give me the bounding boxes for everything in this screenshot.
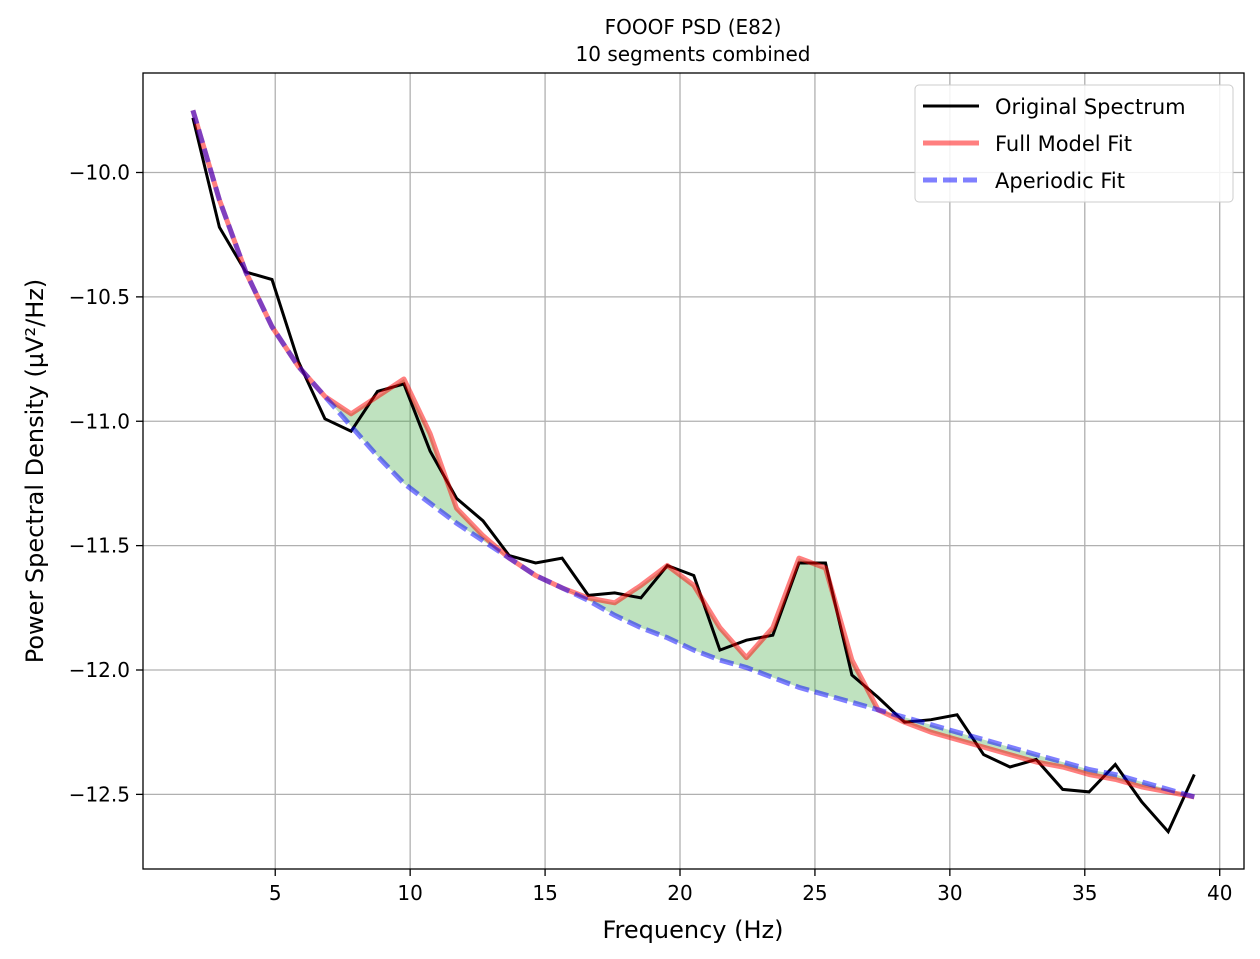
x-tick-label: 25 xyxy=(802,881,827,905)
legend-label-aperiodic: Aperiodic Fit xyxy=(995,169,1125,193)
x-tick-label: 35 xyxy=(1072,881,1097,905)
legend-label-full-model: Full Model Fit xyxy=(995,132,1132,156)
y-tick-label: −12.5 xyxy=(69,782,130,806)
full-model-fit-line xyxy=(190,109,1195,800)
y-axis-label: Power Spectral Density (µV²/Hz) xyxy=(21,279,49,664)
chart-subtitle: 10 segments combined xyxy=(576,42,811,66)
y-tick-label: −11.5 xyxy=(69,534,130,558)
x-tick-label: 15 xyxy=(532,881,557,905)
aperiodic-fit-line xyxy=(190,109,1195,800)
x-tick-label: 10 xyxy=(397,881,422,905)
series-lines xyxy=(190,109,1196,835)
x-axis-label: Frequency (Hz) xyxy=(603,916,784,944)
periodic-shading xyxy=(192,110,1195,797)
chart-title: FOOOF PSD (E82) xyxy=(605,15,782,39)
periodic-region-fill xyxy=(192,110,1195,797)
legend: Original Spectrum Full Model Fit Aperiod… xyxy=(914,84,1234,203)
x-tick-label: 40 xyxy=(1207,881,1232,905)
x-tick-label: 20 xyxy=(667,881,692,905)
x-tick-label: 5 xyxy=(269,881,282,905)
grid-lines xyxy=(143,73,1244,869)
y-tick-label: −10.5 xyxy=(69,285,130,309)
x-axis-ticks: 5 10 15 20 25 30 35 40 xyxy=(269,869,1232,905)
y-tick-label: −12.0 xyxy=(69,658,130,682)
legend-label-original: Original Spectrum xyxy=(995,95,1186,119)
plot-frame xyxy=(142,72,1245,870)
legend-box xyxy=(914,84,1234,203)
y-axis-ticks: −10.0 −10.5 −11.0 −11.5 −12.0 −12.5 xyxy=(69,161,143,806)
y-tick-label: −11.0 xyxy=(69,409,130,433)
x-tick-label: 30 xyxy=(937,881,962,905)
y-tick-label: −10.0 xyxy=(69,161,130,185)
